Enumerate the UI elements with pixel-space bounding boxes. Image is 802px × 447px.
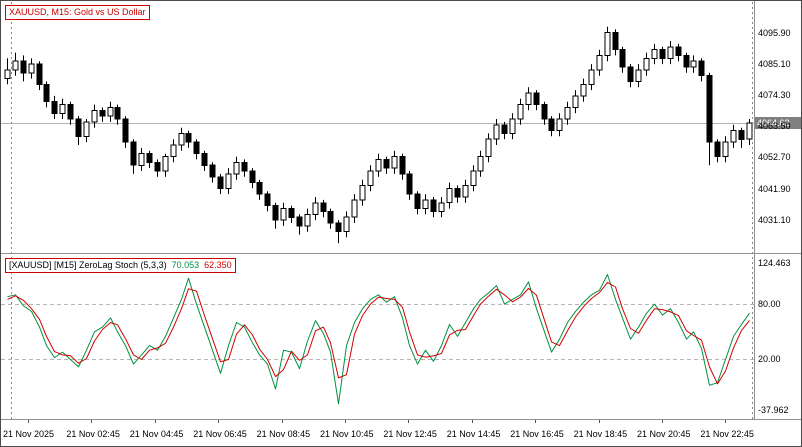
price-scale[interactable] <box>754 1 801 419</box>
price-panel[interactable] <box>1 1 754 253</box>
time-scale[interactable] <box>1 419 801 446</box>
indicator-panel[interactable] <box>1 254 754 419</box>
